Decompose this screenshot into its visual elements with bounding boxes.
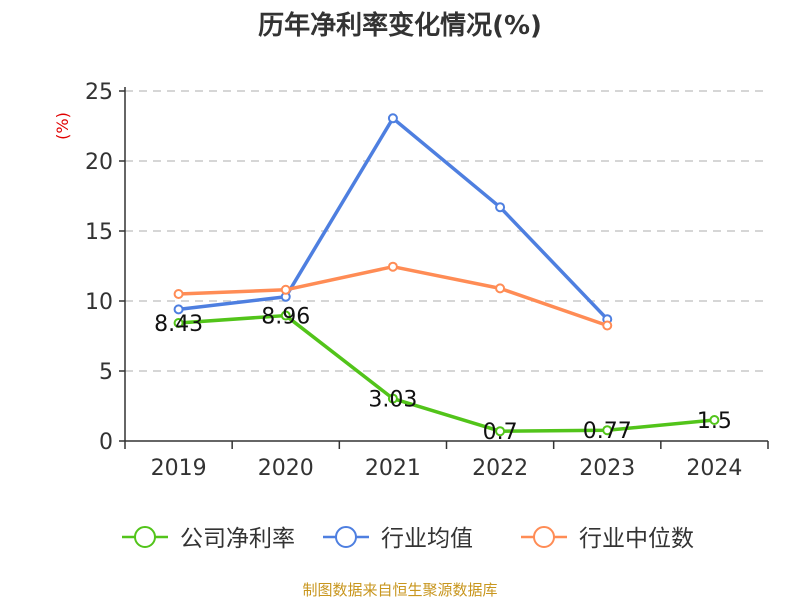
data-point <box>173 317 184 328</box>
y-tick-label: 20 <box>85 150 113 175</box>
data-point <box>602 320 613 331</box>
series-line <box>178 264 608 328</box>
series-line <box>178 313 715 433</box>
x-tick-label: 2019 <box>151 456 207 481</box>
data-point <box>495 283 506 294</box>
data-point <box>495 426 506 437</box>
data-point <box>387 113 398 124</box>
legend-label: 公司净利率 <box>180 526 295 552</box>
data-point <box>709 415 720 425</box>
data-label: 1.5 <box>697 409 732 434</box>
x-tick-label: 2021 <box>365 456 421 481</box>
data-point <box>495 202 506 213</box>
series-line <box>178 116 609 321</box>
chart-title: 历年净利率变化情况(%) <box>258 10 542 41</box>
data-label: 8.96 <box>261 305 310 330</box>
y-tick-label: 0 <box>99 430 113 455</box>
source-note: 制图数据来自恒生聚源数据库 <box>302 581 497 599</box>
x-tick-label: 2023 <box>579 456 635 481</box>
data-point <box>173 304 184 315</box>
data-point <box>280 284 291 295</box>
data-point <box>173 289 184 299</box>
x-tick-label: 2022 <box>472 456 528 481</box>
legend-label: 行业中位数 <box>579 526 694 552</box>
legend-marker <box>533 526 555 548</box>
x-tick-label: 2020 <box>258 456 314 481</box>
y-tick-label: 5 <box>99 360 113 385</box>
data-label: 8.43 <box>154 312 203 337</box>
x-tick-label: 2024 <box>686 456 742 481</box>
y-axis-label: (%) <box>53 112 72 140</box>
y-tick-label: 15 <box>85 220 113 245</box>
data-point <box>280 310 291 321</box>
legend-marker <box>134 526 156 548</box>
y-tick-label: 25 <box>85 80 113 105</box>
data-point <box>387 393 398 404</box>
data-point <box>387 261 398 272</box>
data-point <box>602 425 613 436</box>
data-label: 0.7 <box>483 420 518 445</box>
y-tick-label: 10 <box>85 290 113 315</box>
data-label: 0.77 <box>583 419 632 444</box>
legend-label: 行业均值 <box>381 526 473 552</box>
legend-marker <box>335 526 357 548</box>
data-label: 3.03 <box>368 388 417 413</box>
